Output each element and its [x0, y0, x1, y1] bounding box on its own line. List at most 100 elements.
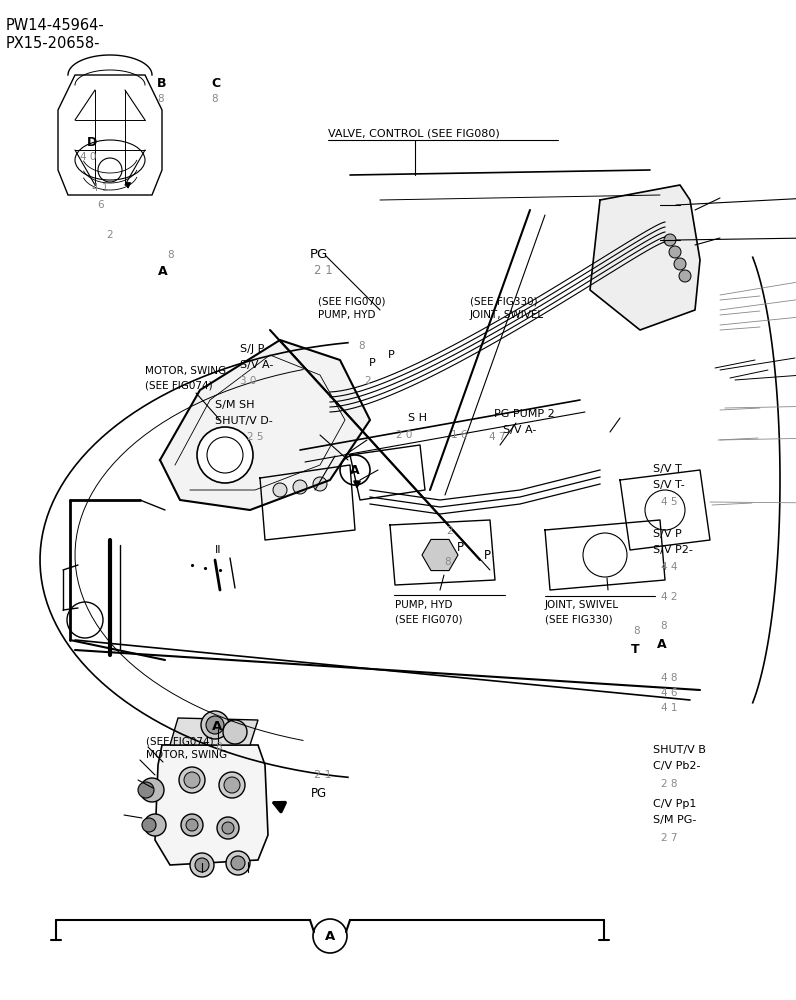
Text: T: T	[631, 643, 640, 656]
Text: JOINT, SWIVEL: JOINT, SWIVEL	[470, 310, 544, 320]
Circle shape	[144, 814, 166, 836]
Text: MOTOR, SWING: MOTOR, SWING	[146, 750, 227, 760]
Text: JOINT, SWIVEL: JOINT, SWIVEL	[545, 600, 619, 610]
Text: 4 1: 4 1	[661, 703, 677, 713]
Text: 8: 8	[215, 742, 221, 752]
Text: 4 5: 4 5	[661, 497, 677, 507]
Text: 2 1: 2 1	[314, 770, 331, 780]
Text: 4 2: 4 2	[661, 592, 677, 602]
Circle shape	[226, 851, 250, 875]
Text: (SEE FIG074): (SEE FIG074)	[146, 736, 213, 746]
Text: (SEE FIG074): (SEE FIG074)	[145, 380, 213, 390]
Circle shape	[664, 234, 676, 246]
Circle shape	[181, 814, 203, 836]
Circle shape	[195, 858, 209, 872]
Text: A: A	[325, 930, 335, 942]
Text: VALVE, CONTROL (SEE FIG080): VALVE, CONTROL (SEE FIG080)	[328, 128, 500, 138]
Circle shape	[223, 720, 247, 744]
Text: P: P	[456, 541, 463, 554]
Text: 8: 8	[445, 557, 451, 567]
Text: PUMP, HYD: PUMP, HYD	[318, 310, 376, 320]
Text: 4 8: 4 8	[661, 673, 677, 683]
Circle shape	[197, 427, 253, 483]
Text: PUMP, HYD: PUMP, HYD	[395, 600, 452, 610]
Text: 2: 2	[447, 526, 453, 536]
Text: 4 4: 4 4	[661, 562, 677, 572]
Text: 4 0: 4 0	[80, 152, 96, 162]
Text: SHUT/V B: SHUT/V B	[653, 745, 705, 755]
Text: (SEE FIG330): (SEE FIG330)	[545, 614, 613, 624]
Text: (SEE FIG330): (SEE FIG330)	[470, 296, 537, 306]
Circle shape	[206, 716, 224, 734]
Text: P: P	[388, 350, 394, 360]
Text: A: A	[350, 464, 360, 477]
Text: 8: 8	[167, 250, 174, 260]
Circle shape	[142, 818, 156, 832]
Circle shape	[674, 258, 686, 270]
Circle shape	[340, 455, 370, 485]
Circle shape	[201, 711, 229, 739]
Text: A: A	[158, 265, 167, 278]
Circle shape	[669, 246, 681, 258]
Text: S/V A-: S/V A-	[503, 425, 537, 435]
Text: S/V T: S/V T	[653, 464, 681, 474]
Text: S/J P: S/J P	[240, 344, 265, 354]
Text: (SEE FIG070): (SEE FIG070)	[318, 296, 386, 306]
Text: 1 6: 1 6	[451, 430, 467, 440]
Text: 2 0: 2 0	[396, 430, 413, 440]
Circle shape	[645, 490, 685, 530]
Text: PG: PG	[310, 787, 326, 800]
Text: S/V A-: S/V A-	[240, 360, 274, 370]
Text: PG: PG	[310, 248, 328, 261]
Circle shape	[583, 533, 627, 577]
Text: S/M SH: S/M SH	[215, 400, 255, 410]
Circle shape	[184, 772, 200, 788]
Circle shape	[313, 477, 327, 491]
Text: 2 5: 2 5	[247, 432, 263, 442]
Text: 8: 8	[661, 621, 667, 631]
Circle shape	[138, 782, 154, 798]
Text: C/V Pp1: C/V Pp1	[653, 799, 696, 809]
Text: C/V Pb2-: C/V Pb2-	[653, 761, 700, 771]
Circle shape	[67, 602, 103, 638]
Text: SHUT/V D-: SHUT/V D-	[215, 416, 273, 426]
Text: B: B	[157, 77, 166, 90]
Text: PW14-45964-: PW14-45964-	[6, 18, 105, 33]
Circle shape	[222, 822, 234, 834]
Text: 8: 8	[633, 626, 639, 636]
Circle shape	[679, 270, 691, 282]
Text: (SEE FIG070): (SEE FIG070)	[395, 614, 462, 624]
Text: 4 7: 4 7	[489, 432, 505, 442]
Text: S/V P: S/V P	[653, 529, 681, 539]
Text: A: A	[657, 638, 666, 651]
Polygon shape	[155, 745, 268, 865]
Circle shape	[219, 772, 245, 798]
Text: II: II	[215, 545, 221, 555]
Circle shape	[186, 819, 198, 831]
Text: 8: 8	[358, 341, 365, 351]
Text: C: C	[211, 77, 220, 90]
Text: 2 1: 2 1	[314, 264, 333, 277]
Text: 2 7: 2 7	[661, 833, 677, 843]
Text: P: P	[484, 549, 491, 562]
Polygon shape	[590, 185, 700, 330]
Text: S/M PG-: S/M PG-	[653, 815, 696, 825]
Circle shape	[224, 777, 240, 793]
Circle shape	[293, 480, 307, 494]
Circle shape	[231, 856, 245, 870]
Text: 2: 2	[365, 376, 371, 386]
Text: 4 1: 4 1	[92, 183, 108, 193]
Text: A: A	[212, 720, 222, 733]
Text: MOTOR, SWING: MOTOR, SWING	[145, 366, 226, 376]
Text: 6: 6	[97, 200, 103, 210]
Text: 2 8: 2 8	[661, 779, 677, 789]
Circle shape	[179, 767, 205, 793]
Text: S/V P2-: S/V P2-	[653, 545, 693, 555]
Text: D: D	[87, 136, 97, 149]
Circle shape	[313, 919, 347, 953]
Circle shape	[217, 817, 239, 839]
Circle shape	[190, 853, 214, 877]
Text: 4 6: 4 6	[661, 688, 677, 698]
Text: P: P	[369, 358, 375, 368]
Polygon shape	[160, 340, 370, 510]
